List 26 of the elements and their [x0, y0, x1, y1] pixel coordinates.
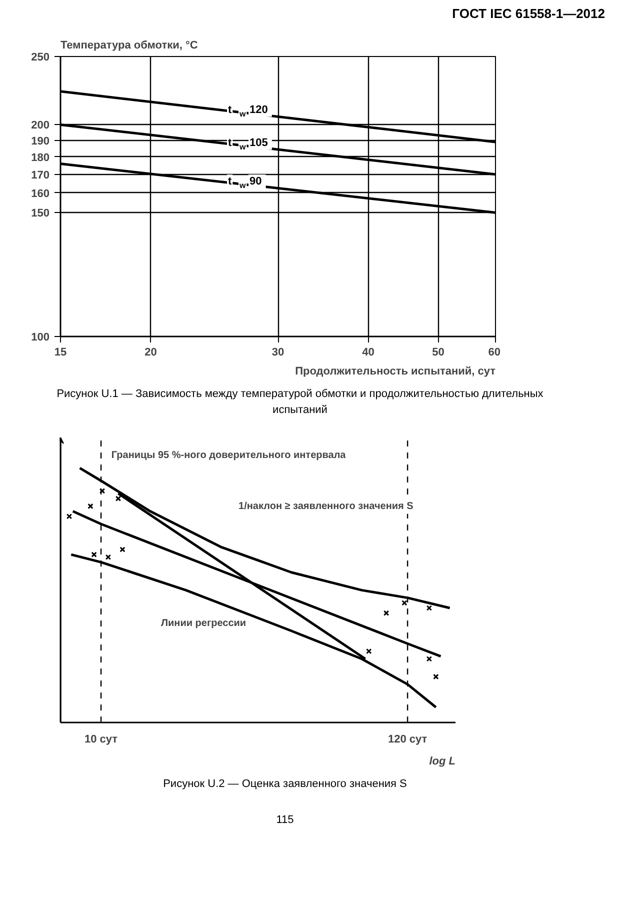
y-tick-label: 100 [31, 332, 50, 344]
x-axis-title: Продолжительность испытаний, сут [295, 366, 496, 378]
y-tick-label: 190 [31, 135, 50, 148]
text: ГОСТ IEC 61558-1—2012 [452, 5, 605, 23]
y-tick-label: 170 [31, 169, 50, 182]
annotation: Линии регрессии [161, 618, 246, 629]
x-axis-title: log L [429, 756, 456, 768]
x-tick-label: 120 сут [388, 734, 428, 746]
y-tick-label: 200 [31, 120, 50, 132]
y-tick-label: 180 [31, 152, 50, 164]
annotation: 1/наклон ≥ заявленного значения S [238, 500, 414, 512]
x-tick-label: 40 [362, 346, 374, 358]
y-tick-label: 250 [31, 52, 50, 64]
x-tick-label: 10 сут [84, 734, 118, 746]
text: Рисунок U.1 — Зависимость между температурой обмотки и продолжительностью длительных испытаний [56, 387, 544, 418]
y-tick-label: 150 [31, 208, 50, 220]
x-tick-label: 20 [144, 346, 157, 358]
text: Рисунок U.2 — Оценка заявленного значения S [163, 777, 407, 792]
text: Границы 95 %-ного доверительного интервала [111, 450, 346, 461]
text: 115 [276, 813, 294, 828]
x-tick-label: 15 [54, 346, 67, 358]
x-tick-label: 50 [432, 346, 444, 358]
y-tick-label: 160 [31, 188, 50, 200]
x-tick-label: 30 [272, 346, 284, 358]
x-tick-label: 60 [488, 346, 501, 358]
y-axis-title: Температура обмотки, °C [60, 40, 198, 52]
